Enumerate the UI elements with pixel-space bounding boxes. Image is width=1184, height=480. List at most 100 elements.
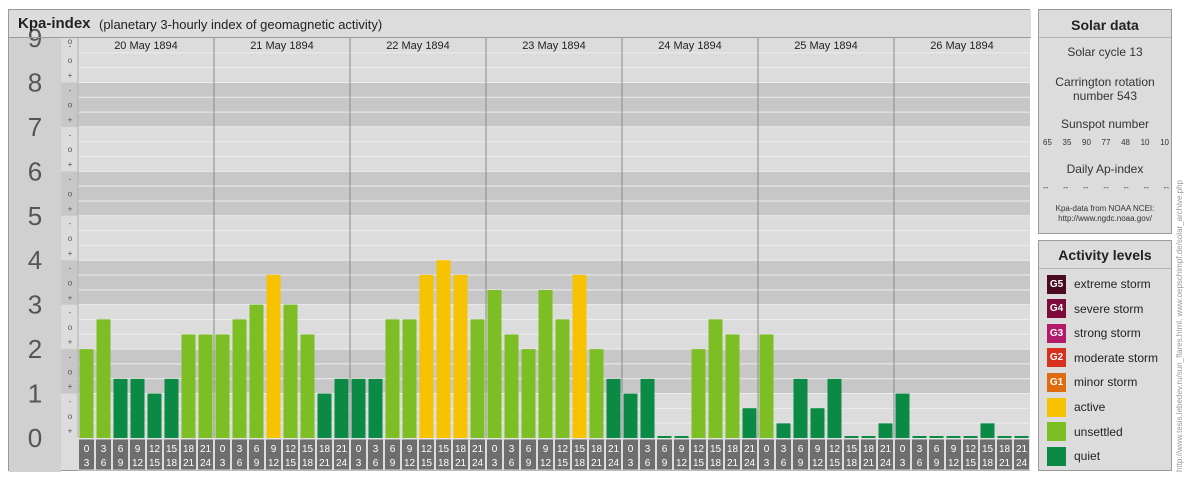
- hour-label-start: 9: [271, 444, 277, 455]
- y-minor-tick-label: o: [68, 367, 73, 376]
- hour-label-start: 15: [438, 444, 450, 455]
- hour-label-start: 6: [390, 444, 396, 455]
- hour-cell: [146, 438, 163, 471]
- kp-bar: [198, 334, 213, 438]
- y-minor-tick-label: +: [68, 427, 73, 436]
- kp-bar: [300, 334, 315, 438]
- y-minor-tick-label: o: [68, 278, 73, 287]
- hour-cell: [503, 438, 520, 471]
- legend-item-moderate-storm: G2 moderate storm: [1047, 348, 1158, 368]
- hour-label-end: 15: [829, 458, 841, 469]
- kp-bar: [538, 290, 553, 438]
- hour-label-start: 12: [829, 444, 841, 455]
- hour-cell: [911, 438, 928, 471]
- y-tick-label: 3: [28, 290, 42, 320]
- hour-label-end: 24: [1016, 458, 1028, 469]
- day-label: 21 May 1894: [250, 40, 314, 52]
- ap-index-title: Daily Ap-index: [1066, 162, 1144, 176]
- legend-swatch: G3: [1047, 323, 1066, 343]
- hour-label-end: 6: [645, 458, 651, 469]
- hour-label-end: 9: [934, 458, 940, 469]
- day-label: 20 May 1894: [114, 40, 178, 52]
- hour-label-end: 9: [662, 458, 668, 469]
- hour-cell: [469, 438, 486, 471]
- hour-label-start: 0: [84, 444, 90, 455]
- y-minor-tick-label: -: [69, 264, 72, 273]
- kp-bar: [691, 349, 706, 438]
- hour-label-end: 3: [84, 458, 90, 469]
- activity-levels-panel: Activity levels G5 extreme storm G4 severe …: [1038, 240, 1172, 471]
- hour-cell: [571, 438, 588, 471]
- hour-label-end: 18: [846, 458, 858, 469]
- kp-bar: [895, 393, 910, 438]
- hour-label-end: 3: [492, 458, 498, 469]
- hour-label-start: 18: [591, 444, 603, 455]
- hour-cell: [758, 438, 775, 471]
- hour-cell: [979, 438, 996, 471]
- header-band: [9, 10, 1031, 38]
- kp-bar: [334, 378, 349, 438]
- hour-label-start: 6: [118, 444, 124, 455]
- hour-label-end: 21: [999, 458, 1011, 469]
- hour-cell: [962, 438, 979, 471]
- hour-cell: [826, 438, 843, 471]
- hour-label-start: 0: [764, 444, 770, 455]
- hour-cell: [792, 438, 809, 471]
- kp-bar: [759, 334, 774, 438]
- kp-bar: [555, 319, 570, 438]
- hour-cell: [877, 438, 894, 471]
- hour-label-start: 12: [149, 444, 161, 455]
- sunspot-values: 65 35 90 77 48 10 10: [1043, 138, 1169, 147]
- sunspot-value: 48: [1121, 138, 1130, 147]
- kp-bar: [844, 436, 859, 438]
- hour-label-end: 15: [421, 458, 433, 469]
- ap-value: --: [1123, 183, 1129, 192]
- hour-cell: [214, 438, 231, 471]
- hour-cell: [299, 438, 316, 471]
- hour-label-end: 21: [455, 458, 467, 469]
- hour-label-end: 12: [132, 458, 144, 469]
- hour-label-end: 21: [319, 458, 331, 469]
- legend-label: active: [1074, 400, 1106, 414]
- ap-value: --: [1143, 183, 1149, 192]
- y-minor-tick-label: o: [68, 190, 73, 199]
- kp-bar: [776, 423, 791, 438]
- y-minor-tick-label: +: [68, 71, 73, 80]
- hour-cell: [843, 438, 860, 471]
- kp-bar: [963, 436, 978, 438]
- legend-swatch: G1: [1047, 372, 1066, 392]
- kp-bar: [453, 274, 468, 438]
- sunspot-value: 90: [1082, 138, 1091, 147]
- hour-label-end: 3: [628, 458, 634, 469]
- hour-label-end: 6: [373, 458, 379, 469]
- legend-label: severe storm: [1074, 301, 1144, 316]
- hour-label-start: 18: [183, 444, 195, 455]
- hour-label-end: 24: [744, 458, 756, 469]
- hour-label-end: 9: [798, 458, 804, 469]
- hour-label-end: 12: [948, 458, 960, 469]
- kp-bar: [130, 378, 145, 438]
- hour-cell: [996, 438, 1013, 471]
- hour-label-start: 15: [166, 444, 178, 455]
- solar-data-panel: Solar data Solar cycle 13 Carrington rot…: [1038, 9, 1172, 234]
- y-tick-label: 2: [28, 334, 42, 364]
- kp-bar: [708, 319, 723, 438]
- carrington-rotation-line2: number 543: [1072, 89, 1138, 103]
- kp-bar: [351, 378, 366, 438]
- date-strip: [78, 38, 1030, 52]
- day-label: 22 May 1894: [386, 40, 450, 52]
- data-source-link[interactable]: http://www.ngdc.noaa.gov/: [1058, 214, 1152, 223]
- hour-cell: [248, 438, 265, 471]
- hour-label-start: 18: [863, 444, 875, 455]
- kp-bar: [861, 436, 876, 438]
- hour-label-end: 18: [166, 458, 178, 469]
- legend-label: moderate storm: [1074, 350, 1159, 365]
- hour-label-start: 9: [407, 444, 413, 455]
- legend-swatch: [1047, 446, 1066, 466]
- hour-label-start: 3: [781, 444, 787, 455]
- kp-bar: [793, 378, 808, 438]
- hour-label-end: 12: [268, 458, 280, 469]
- legend-swatch: [1047, 397, 1066, 417]
- kp-bar: [113, 378, 128, 438]
- hour-label-start: 6: [798, 444, 804, 455]
